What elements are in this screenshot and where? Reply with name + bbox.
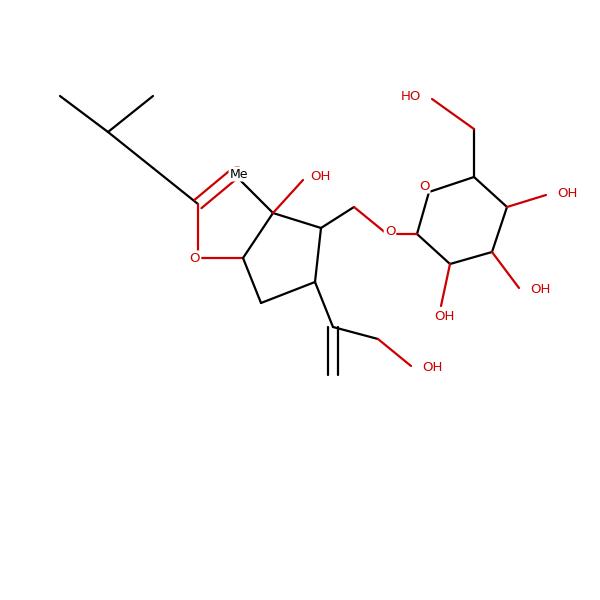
Text: O: O bbox=[232, 164, 242, 178]
Text: Me: Me bbox=[230, 167, 248, 181]
Text: O: O bbox=[419, 179, 430, 193]
Text: O: O bbox=[190, 251, 200, 265]
Text: O: O bbox=[385, 224, 395, 238]
Text: OH: OH bbox=[310, 170, 331, 184]
Text: OH: OH bbox=[530, 283, 550, 296]
Text: OH: OH bbox=[434, 310, 454, 323]
Text: HO: HO bbox=[401, 89, 421, 103]
Text: OH: OH bbox=[557, 187, 577, 200]
Text: OH: OH bbox=[422, 361, 442, 374]
